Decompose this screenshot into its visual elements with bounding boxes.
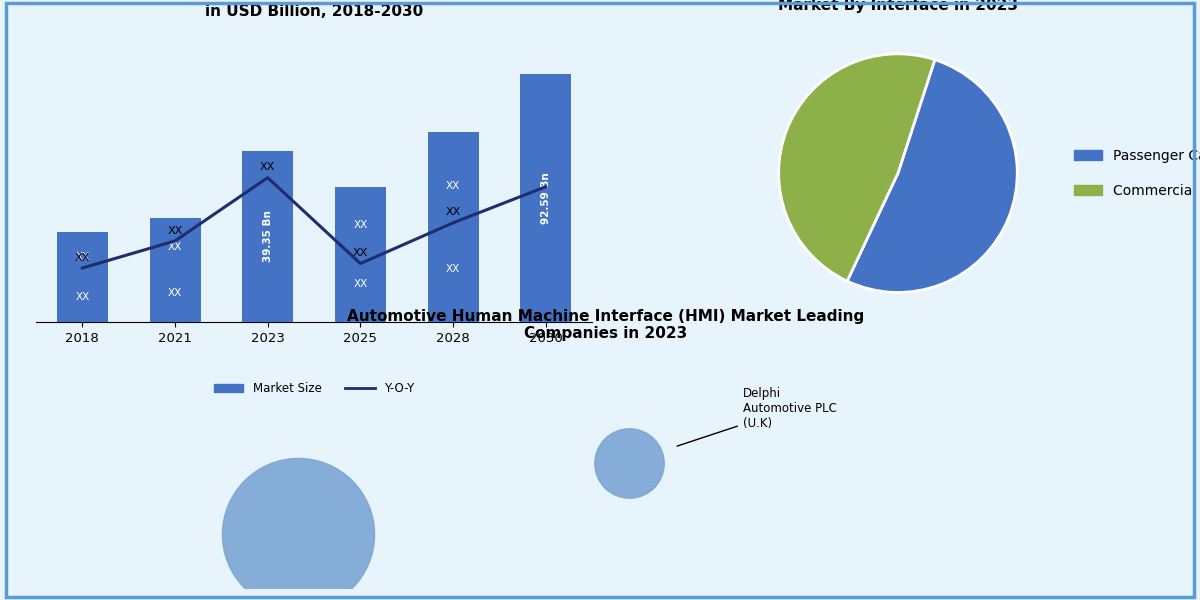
Text: XX: XX	[353, 280, 367, 289]
Wedge shape	[779, 54, 935, 281]
Text: XX: XX	[74, 253, 90, 263]
Text: XX: XX	[168, 242, 182, 253]
Text: XX: XX	[353, 248, 368, 258]
Title: Automotive Human Machine Interface (HMI)
Market By Interface in 2023: Automotive Human Machine Interface (HMI)…	[709, 0, 1087, 13]
Legend: Passenger Car, Commercial Vehicle: Passenger Car, Commercial Vehicle	[1069, 143, 1200, 203]
Bar	[56, 232, 108, 322]
Text: XX: XX	[353, 220, 367, 230]
Text: XX: XX	[445, 208, 461, 217]
Text: Delphi
Automotive PLC
(U.K): Delphi Automotive PLC (U.K)	[677, 388, 836, 446]
Bar	[521, 74, 571, 322]
Text: XX: XX	[167, 226, 182, 235]
Text: XX: XX	[446, 264, 460, 274]
Text: XX: XX	[260, 162, 275, 172]
Point	[619, 458, 638, 468]
Bar	[335, 187, 386, 322]
Title: Automotive Human Machine Interface (HMI) Market Revenue
in USD Billion, 2018-203: Automotive Human Machine Interface (HMI)…	[52, 0, 576, 19]
Bar	[150, 218, 200, 322]
Text: XX: XX	[446, 181, 460, 191]
Text: XX: XX	[168, 288, 182, 298]
Point	[288, 529, 307, 539]
Title: Automotive Human Machine Interface (HMI) Market Leading
Companies in 2023: Automotive Human Machine Interface (HMI)…	[347, 309, 865, 341]
Bar	[242, 151, 293, 322]
Text: 39.35 Bn: 39.35 Bn	[263, 211, 272, 262]
Text: XX: XX	[76, 292, 90, 302]
Bar	[427, 133, 479, 322]
Text: XX: XX	[76, 252, 90, 262]
Legend: Market Size, Y-O-Y: Market Size, Y-O-Y	[209, 377, 419, 400]
Wedge shape	[847, 59, 1018, 292]
Text: 92.59 Bn: 92.59 Bn	[541, 172, 551, 224]
